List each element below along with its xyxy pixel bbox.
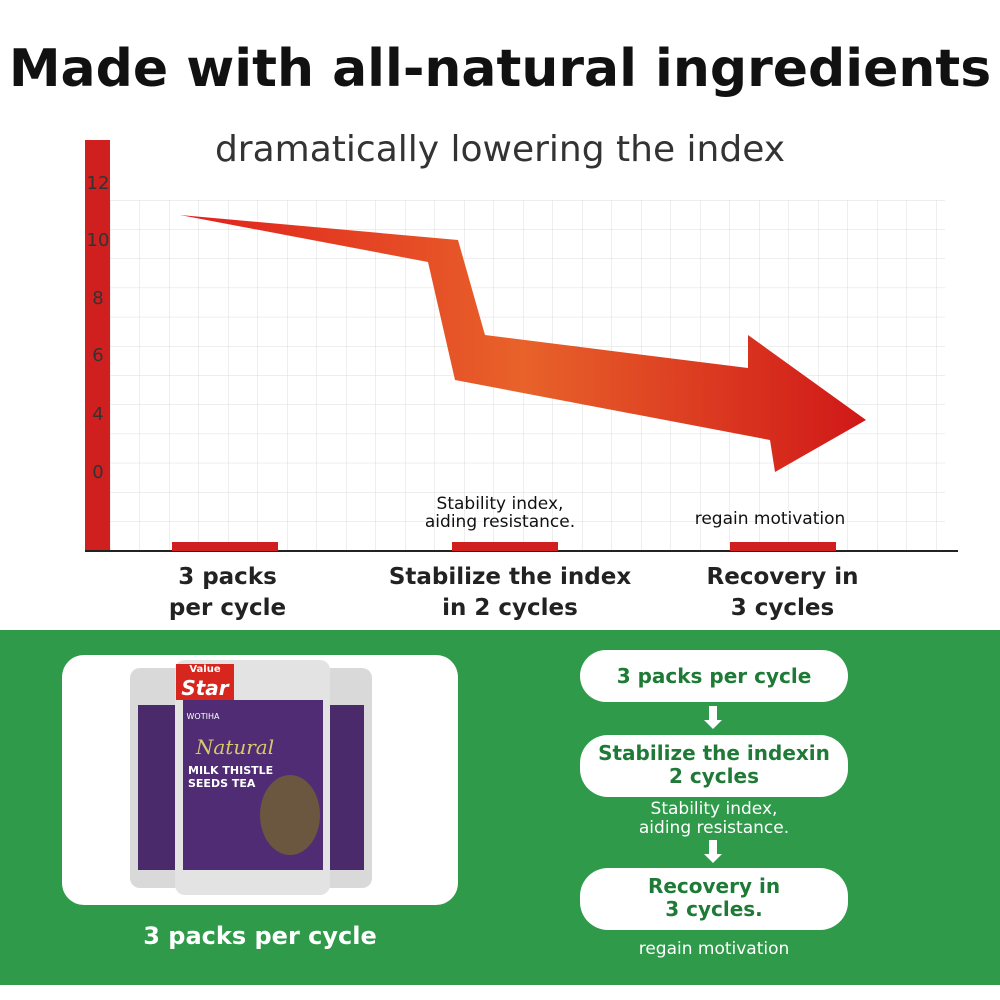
step-pill	[580, 650, 848, 702]
step-note: Stability index, aiding resistance.	[638, 799, 790, 838]
seeds	[260, 775, 320, 855]
stage-bar	[730, 542, 836, 551]
y-label: 10	[86, 230, 110, 251]
step-label: 3 packs per cycle	[616, 664, 812, 688]
step-pill	[580, 735, 848, 797]
y-label: 6	[92, 345, 104, 366]
step-note: regain motivation	[638, 939, 790, 959]
annotation: regain motivation	[694, 509, 846, 529]
trend-arrow	[180, 215, 866, 472]
maker: WOTIHA	[186, 712, 220, 721]
step-pill	[580, 868, 848, 930]
product-line: Natural	[195, 735, 275, 759]
annotation: Stability index, aiding resistance.	[424, 494, 576, 532]
stage-label: Recovery in 3 cycles	[706, 564, 859, 622]
title: Made with all-natural ingredients	[8, 39, 992, 99]
stage-label: Stabilize the index in 2 cycles	[388, 564, 632, 622]
product-name: MILK THISTLE SEEDS TEA	[188, 764, 274, 791]
stage-bar	[172, 542, 278, 551]
stage-bar	[452, 542, 558, 551]
y-label: 4	[92, 404, 104, 425]
product-caption: 3 packs per cycle	[143, 922, 377, 950]
brand: Star	[176, 676, 234, 700]
axis-bar	[85, 140, 110, 552]
subtitle: dramatically lowering the index	[214, 129, 786, 170]
step-arrow	[704, 706, 722, 729]
y-label: 8	[92, 288, 104, 309]
step-label: Stabilize the indexin 2 cycles	[598, 741, 830, 788]
step-arrow	[704, 840, 722, 863]
y-label: 12	[86, 173, 110, 194]
stage-label: 3 packs per cycle	[168, 564, 287, 622]
step-label: Recovery in 3 cycles.	[647, 874, 781, 921]
y-label: 0	[92, 462, 104, 483]
